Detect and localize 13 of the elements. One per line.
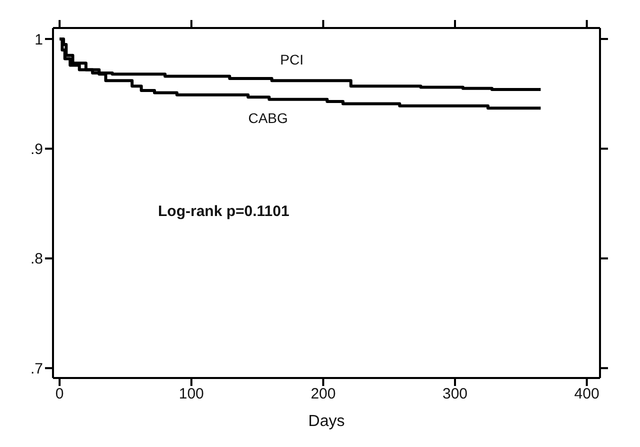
x-tick-label: 100 xyxy=(178,386,204,403)
y-tick-label: .9 xyxy=(30,141,43,158)
series-label: CABG xyxy=(248,110,288,126)
x-axis-title: Days xyxy=(308,413,345,430)
series-label: PCI xyxy=(280,52,304,68)
x-tick-label: 300 xyxy=(442,386,468,403)
x-tick-label: 0 xyxy=(55,386,64,403)
y-tick-label: 1 xyxy=(34,31,43,48)
y-tick-label: .8 xyxy=(30,250,43,268)
annotation: Log-rank p=0.1101 xyxy=(158,203,290,220)
y-tick-label: .7 xyxy=(30,360,43,378)
x-tick-label: 200 xyxy=(310,386,336,403)
x-tick-label: 400 xyxy=(574,386,600,403)
